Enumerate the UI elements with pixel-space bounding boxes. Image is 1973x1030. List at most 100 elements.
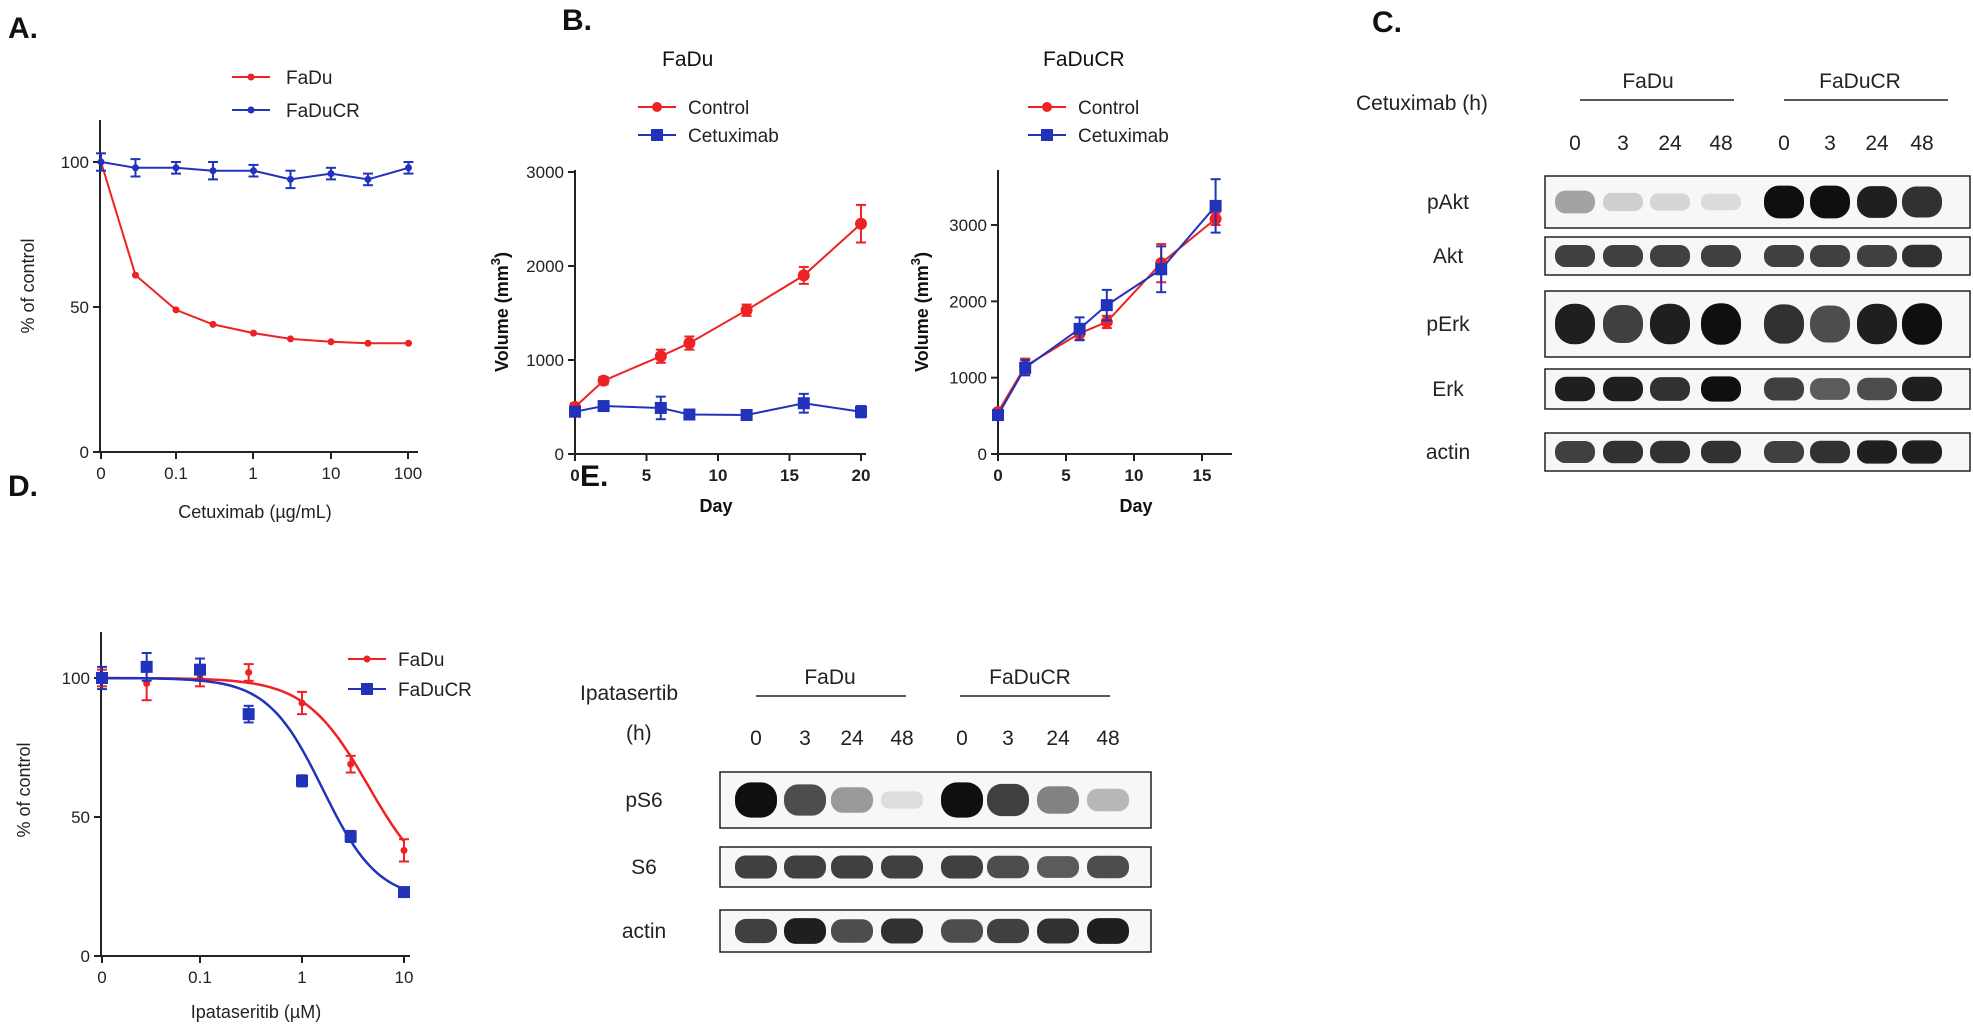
blot-e-band <box>1037 786 1079 814</box>
blot-c-band <box>1902 244 1942 268</box>
legend-marker-control <box>1042 102 1052 112</box>
blot-e-band <box>831 919 873 943</box>
chart-b2-series-cetuximab-point <box>1100 299 1113 312</box>
blot-c-band <box>1902 186 1942 218</box>
chart-a: 0 50 100 0 0.1 1 10 100 Cetuximab (µg/mL) % of … <box>18 68 422 522</box>
blot-c-band <box>1857 303 1897 345</box>
legend-label-fadu: FaDu <box>398 650 444 671</box>
chart-a-ytick-label: 100 <box>61 153 89 172</box>
blot-c-band <box>1555 303 1595 345</box>
chart-a-series-fadu-point <box>405 339 412 347</box>
chart-b1-ytick-label: 1000 <box>526 351 564 370</box>
blot-e-band <box>881 855 923 879</box>
chart-b2: FaDuCR 0 1000 2000 3000 0 5 10 15 Day Volume (m… <box>908 48 1232 516</box>
chart-d-ytick-label: 0 <box>81 947 90 966</box>
blot-e-group-label: FaDuCR <box>989 666 1071 689</box>
chart-b1-x-label: Day <box>699 496 732 516</box>
blot-c-row-label: pErk <box>1426 313 1470 336</box>
chart-b1-xtick-label: 20 <box>852 466 871 485</box>
blot-c-band <box>1701 245 1741 267</box>
chart-a-xtick-label: 100 <box>394 464 422 483</box>
chart-a-x-label: Cetuximab (µg/mL) <box>178 502 331 522</box>
chart-b2-x-label: Day <box>1119 496 1152 516</box>
legend-label-fadu: FaDu <box>286 68 332 89</box>
chart-d-series-fadu-point <box>347 760 355 768</box>
chart-a-series-faducr-point <box>131 164 139 172</box>
blot-c-row-label: Akt <box>1433 245 1464 268</box>
blot-e-row-label: actin <box>622 920 666 943</box>
blot-c-timepoint: 24 <box>1658 132 1682 155</box>
blot-e-group-label: FaDu <box>804 666 855 689</box>
blot-e-band <box>987 783 1029 817</box>
chart-a-series-faducr-point <box>250 167 257 175</box>
blot-c-band <box>1603 192 1643 212</box>
chart-a-series-fadu-line <box>100 161 409 345</box>
blot-c-band <box>1857 377 1897 401</box>
chart-d-series-faducr-point <box>242 708 255 721</box>
chart-d-ticks: 0 50 100 0 0.1 1 10 <box>62 669 414 987</box>
blot-e-band <box>941 919 983 943</box>
chart-b1-series-cetuximab-point <box>797 397 810 410</box>
chart-b1-series-cetuximab-point <box>740 408 753 421</box>
blot-c-band <box>1764 185 1804 219</box>
chart-b1-series-cetuximab-point <box>855 405 867 418</box>
chart-b2-ytick-label: 0 <box>978 445 987 464</box>
chart-b2-ytick-label: 3000 <box>949 216 987 235</box>
blot-c-band <box>1650 245 1690 267</box>
chart-d-xtick-label: 1 <box>297 968 306 987</box>
blot-c-row-label: pAkt <box>1427 191 1469 214</box>
chart-a-series-fadu-point <box>286 335 294 343</box>
chart-d-xtick-label: 0 <box>97 968 106 987</box>
chart-a-series-faducr-point <box>97 158 105 166</box>
blot-e-band <box>1037 856 1079 878</box>
chart-b2-series-cetuximab-point <box>1073 322 1086 335</box>
blot-c-band <box>1603 376 1643 402</box>
blot-c-band <box>1555 376 1595 402</box>
blot-c-timepoint: 0 <box>1569 132 1581 155</box>
chart-b1-series-control-point <box>654 350 667 363</box>
blot-c-timepoint: 3 <box>1824 132 1836 155</box>
chart-b1-series-control-point <box>855 217 867 230</box>
panel-letter-c: C. <box>1372 6 1402 39</box>
blot-c-body: FaDu FaDuCR 0 3 24 48 0 3 24 48 pAkt Akt pErk Erk acti… <box>1426 70 1971 472</box>
chart-a-series-faducr-point <box>364 175 372 183</box>
blot-c-band <box>1603 245 1643 267</box>
legend-marker-control <box>652 102 662 112</box>
blot-e-band <box>735 782 777 818</box>
blot-c-band <box>1701 193 1741 211</box>
chart-b1-series <box>569 203 867 421</box>
panel-letter-e: E. <box>580 460 608 493</box>
blot-c-band <box>1701 376 1741 402</box>
chart-d-xtick-label: 0.1 <box>188 968 212 987</box>
blot-e-timepoint: 3 <box>1002 727 1014 750</box>
blot-c-band <box>1857 440 1897 464</box>
chart-d-series-faducr-point <box>140 660 153 673</box>
chart-b1-xtick-label: 15 <box>780 466 799 485</box>
blot-c-row-label: Erk <box>1432 378 1464 401</box>
chart-b2-xtick-label: 0 <box>993 466 1002 485</box>
chart-d-series-faducr-point <box>194 663 206 676</box>
blot-c-band <box>1810 378 1850 400</box>
chart-a-series-faducr-point <box>405 164 412 172</box>
chart-d-ytick-label: 50 <box>71 808 90 827</box>
chart-b1-series-control-point <box>683 337 696 350</box>
blot-e-timepoint: 48 <box>890 727 913 750</box>
chart-b1-xtick-label: 10 <box>709 466 728 485</box>
blot-c-timepoint: 3 <box>1617 132 1629 155</box>
chart-d-legend: FaDu FaDuCR <box>348 650 472 701</box>
blot-c-band <box>1650 303 1690 345</box>
blot-e-timepoint: 24 <box>840 727 864 750</box>
blot-c-group-label: FaDuCR <box>1819 70 1901 93</box>
chart-b1-ytick-label: 2000 <box>526 257 564 276</box>
blot-c-band <box>1902 303 1942 345</box>
blot-c-band <box>1857 245 1897 267</box>
blot-c-band <box>1650 377 1690 401</box>
chart-a-series-faducr-point <box>209 167 217 175</box>
chart-b1-y-label-main: Volume (mm <box>492 265 512 372</box>
blot-e-band <box>941 782 983 818</box>
chart-b2-series <box>992 178 1222 422</box>
blot-e-timepoint: 48 <box>1096 727 1119 750</box>
chart-b1-series-cetuximab-point <box>569 405 581 418</box>
blot-c-timepoint: 24 <box>1865 132 1889 155</box>
